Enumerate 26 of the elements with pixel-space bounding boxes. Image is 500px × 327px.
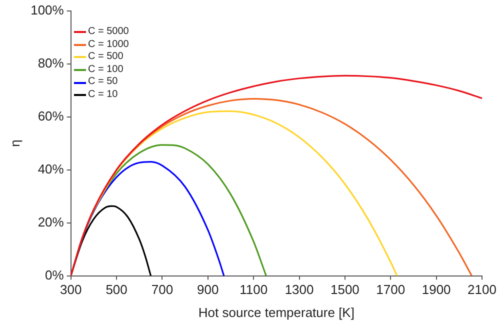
legend-label: C = 10 — [88, 88, 118, 102]
y-tick-label: 20% — [38, 214, 64, 230]
line-series — [92, 110, 398, 276]
x-tick-label: 700 — [151, 282, 174, 298]
y-tick-label: 40% — [38, 161, 64, 176]
x-axis-title: Hot source temperature [K] — [198, 304, 354, 320]
x-tick-label: 1700 — [376, 282, 406, 298]
x-tick-label: 300 — [60, 282, 82, 298]
y-axis-title: η — [7, 140, 22, 147]
legend-label: C = 100 — [88, 64, 124, 76]
x-tick-label: 2100 — [468, 282, 496, 298]
x-tick-label: 900 — [197, 282, 219, 298]
legend-label: C = 500 — [88, 51, 124, 64]
legend-label: C = 1000 — [88, 38, 129, 52]
y-tick-label: 100% — [30, 2, 64, 18]
line-series — [70, 205, 152, 276]
y-tick-label: 0% — [45, 267, 64, 282]
x-tick-label: 1100 — [240, 282, 268, 298]
x-tick-label: 1500 — [330, 282, 360, 298]
legend-label: C = 5000 — [88, 26, 129, 39]
y-tick-label: 60% — [38, 108, 64, 124]
x-tick-label: 500 — [106, 282, 128, 298]
x-tick-label: 1900 — [422, 282, 451, 298]
x-tick-label: 1300 — [284, 282, 314, 298]
y-tick-label: 80% — [38, 55, 64, 70]
legend-label: C = 50 — [88, 76, 118, 89]
